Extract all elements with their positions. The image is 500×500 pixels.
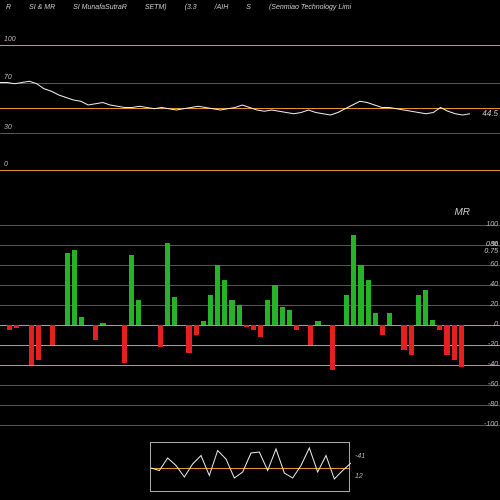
axis-label: -40 [488,361,498,368]
mr-bar [136,300,141,325]
axis-label: -20 [488,341,498,348]
chart-header: R SI & MR SI MunafaSutraR SETM) (3.3 /AI… [0,4,500,11]
mr-bar [215,265,220,325]
mr-bar [423,290,428,325]
mr-bar [186,325,191,353]
mr-bar [258,325,263,337]
mini-label: 12 [355,473,363,480]
mr-bar [50,325,55,345]
axis-label: -80 [488,401,498,408]
hdr-2: SI MunafaSutraR [73,4,127,11]
hdr-3: SETM) [145,4,167,11]
mr-bar [430,320,435,325]
axis-label: 40 [490,281,498,288]
mr-bar [344,295,349,325]
gridline [0,425,500,426]
mr-bar [129,255,134,325]
hdr-0: R [6,4,11,11]
gridline [0,245,500,246]
mr-bar [222,280,227,325]
mini-label: -41 [355,453,365,460]
axis-label: 60 [490,261,498,268]
mr-bar [287,310,292,325]
mr-bar [158,325,163,347]
side-label: 0 % [486,241,498,248]
mr-bar [251,325,256,330]
mr-bar [7,325,12,330]
panel-title: MR [454,207,470,218]
si-line [0,45,500,170]
mr-bar [194,325,199,335]
axis-label: 100 [4,36,16,43]
mini-line [151,443,351,493]
mr-bar [416,295,421,325]
axis-label: -100 [484,421,498,428]
mini-oscillator-panel: -4112 [150,442,350,492]
mr-bar [330,325,335,370]
gridline [0,170,500,171]
mr-bar [172,297,177,325]
mr-bar [79,317,84,325]
gridline [0,385,500,386]
gridline [0,405,500,406]
mr-bar [373,313,378,325]
mr-bar [14,325,19,328]
mr-bar [351,235,356,325]
mr-bar [165,243,170,325]
mr-bar [358,265,363,325]
mr-bar [315,321,320,325]
mr-bar [265,300,270,325]
gridline [0,225,500,226]
hdr-1: SI & MR [29,4,55,11]
mr-bar [401,325,406,350]
hdr-4: (3.3 [185,4,197,11]
mr-bar [122,325,127,363]
top-oscillator-panel: 1007030044.5 [0,45,500,170]
mr-bar [452,325,457,360]
axis-label: 0 [494,321,498,328]
mr-bar [308,325,313,345]
current-value-label: 44.5 [482,109,498,118]
mr-bar [294,325,299,330]
mr-bar-panel: 100806040200-20-40-60-80-1000 %0.75MR [0,225,500,425]
mr-bar [280,307,285,325]
axis-label: -60 [488,381,498,388]
axis-label: 100 [486,221,498,228]
mr-bar [229,300,234,325]
mr-bar [72,250,77,325]
mr-bar [208,295,213,325]
hdr-7: (Senmiao Technology Limi [269,4,351,11]
mr-bar [93,325,98,340]
mr-bar [272,285,277,325]
mr-bar [409,325,414,355]
mr-bar [100,323,105,325]
mr-bar [459,325,464,367]
gridline [0,345,500,346]
mr-bar [201,321,206,325]
mr-bar [380,325,385,335]
axis-label: 20 [490,301,498,308]
mr-bar [36,325,41,360]
side-label: 0.75 [484,248,498,255]
gridline [0,365,500,366]
mr-bar [366,280,371,325]
mr-bar [237,305,242,325]
mr-bar [387,313,392,325]
mr-bar [244,325,249,327]
mr-bar [65,253,70,325]
mr-bar [29,325,34,365]
mr-bar [437,325,442,330]
hdr-6: S [246,4,251,11]
mr-bar [444,325,449,355]
hdr-5: /AIH [215,4,229,11]
